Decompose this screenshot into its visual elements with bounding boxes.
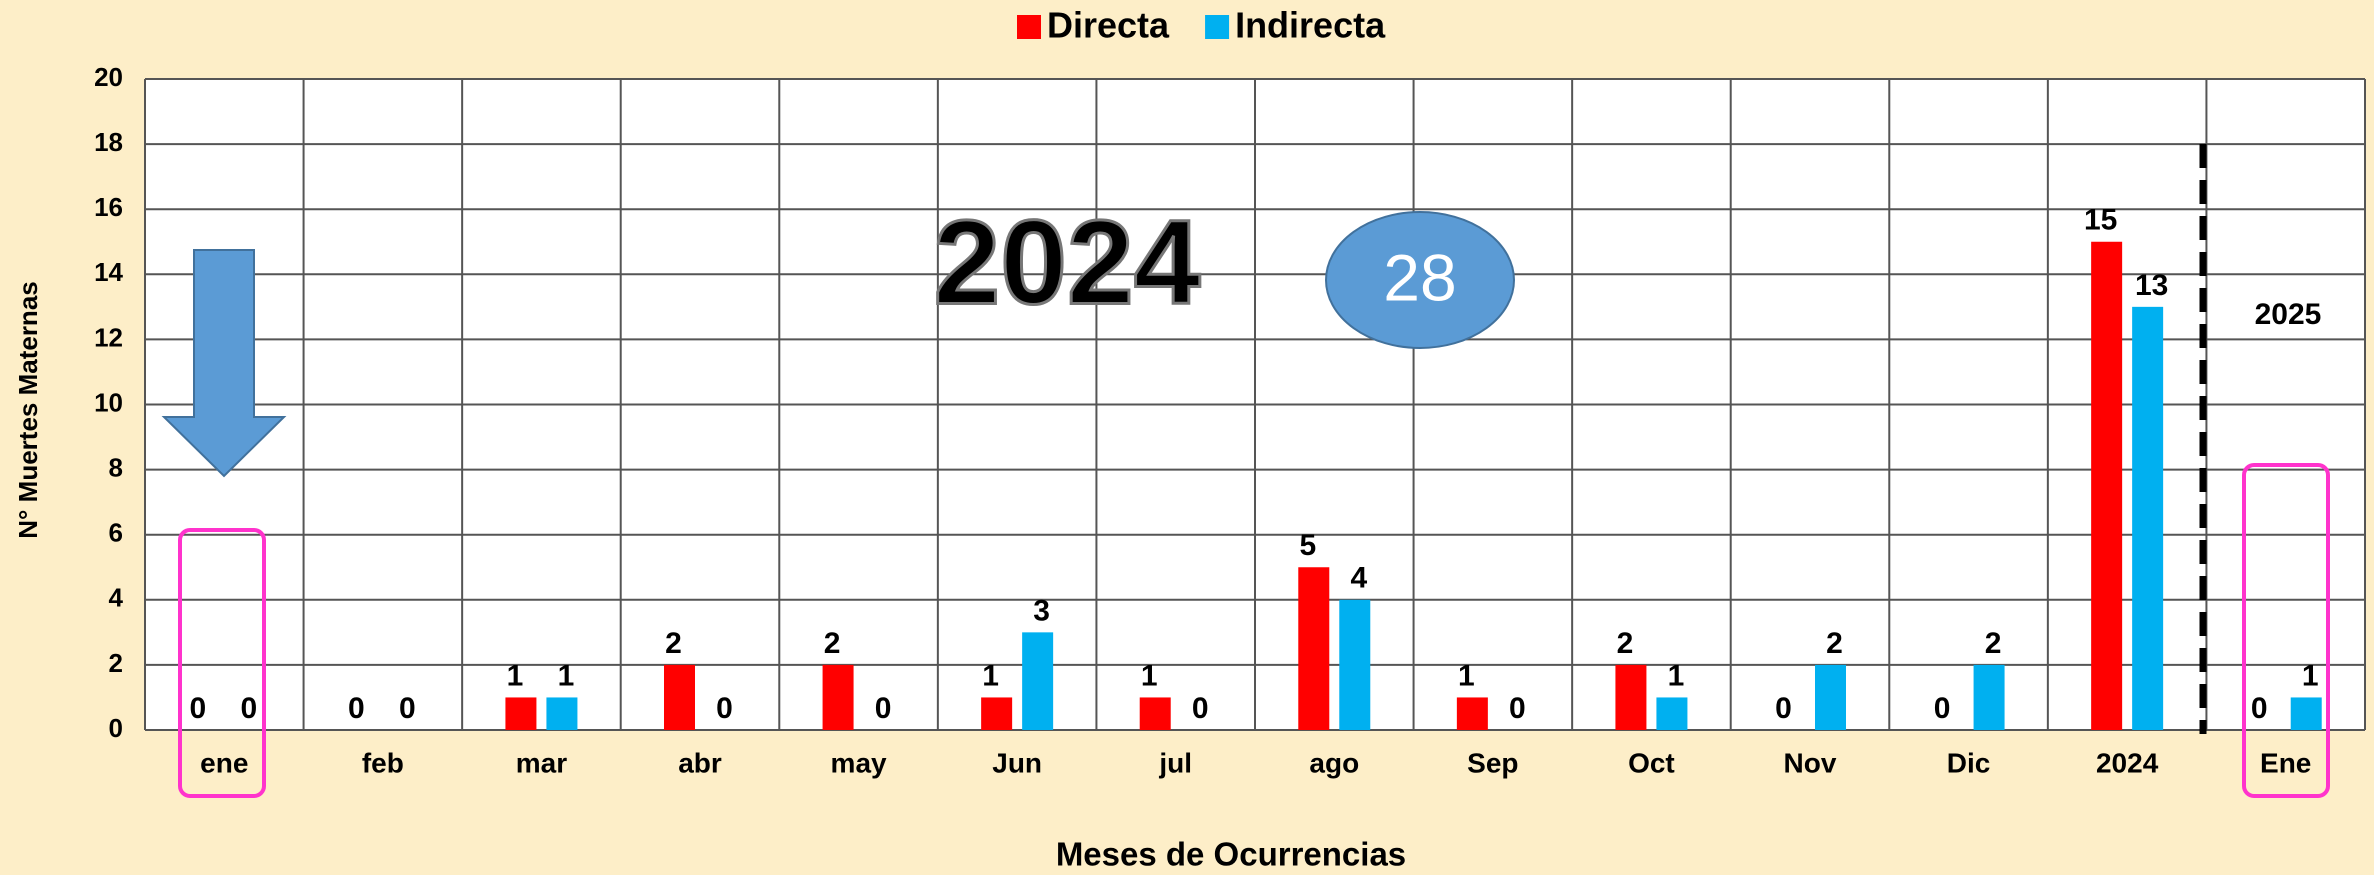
bar (1298, 567, 1330, 730)
x-tick-label: Ene (2260, 747, 2311, 778)
bar (2132, 306, 2164, 730)
value-label: 1 (982, 659, 999, 692)
x-tick-label: Dic (1947, 747, 1991, 778)
legend-label: Directa (1047, 5, 1170, 46)
value-label: 3 (1033, 594, 1050, 627)
bar (1456, 697, 1488, 730)
x-tick-label: Jun (992, 747, 1042, 778)
highlight-box (178, 528, 266, 798)
value-label: 0 (399, 692, 416, 725)
bar (546, 697, 578, 730)
value-label: 15 (2084, 204, 2117, 237)
arrow (161, 249, 287, 478)
value-label: 2 (1826, 627, 1843, 660)
bar (1973, 664, 2005, 730)
x-tick-label: jul (1158, 747, 1192, 778)
bar (1815, 664, 1846, 730)
x-tick-label: ene (200, 747, 248, 778)
value-label: 0 (1934, 692, 1951, 725)
value-label: 0 (189, 692, 206, 725)
year-2025-annotation: 2025 (2255, 298, 2322, 331)
legend-swatch (1017, 15, 1041, 39)
y-tick-label: 20 (94, 62, 123, 92)
value-label: 0 (875, 692, 892, 725)
value-label: 4 (1350, 562, 1367, 595)
y-tick-label: 18 (94, 127, 123, 157)
year-annotation: 2024 (934, 196, 1201, 330)
y-tick-label: 10 (94, 387, 123, 417)
bar (822, 664, 854, 730)
bar (505, 697, 537, 730)
bar (2091, 241, 2123, 730)
value-label: 1 (1668, 659, 1685, 692)
x-tick-label: ago (1309, 747, 1359, 778)
x-tick-label: may (831, 747, 887, 778)
bar (664, 664, 695, 730)
y-tick-label: 14 (94, 257, 123, 287)
y-tick-label: 0 (109, 713, 123, 743)
value-label: 0 (348, 692, 365, 725)
bar (981, 697, 1013, 730)
value-label: 0 (1775, 692, 1792, 725)
y-axis-label: N° Muertes Maternas (13, 281, 43, 538)
bar (1139, 697, 1171, 730)
x-tick-label: abr (678, 747, 722, 778)
y-tick-label: 12 (94, 322, 123, 352)
y-tick-label: 2 (109, 648, 123, 678)
value-label: 13 (2135, 269, 2168, 302)
x-tick-label: 2024 (2096, 747, 2159, 778)
grid (144, 78, 2366, 731)
value-label: 2 (1985, 627, 2002, 660)
value-label: 1 (1458, 659, 1475, 692)
bar (1022, 632, 1054, 730)
value-label: 0 (716, 692, 733, 725)
x-axis-label: Meses de Ocurrencias (1056, 836, 1406, 873)
value-label: 0 (1509, 692, 1526, 725)
bar (1615, 664, 1647, 730)
bars (505, 241, 2322, 730)
bar (1339, 599, 1371, 730)
highlight-box (2242, 463, 2330, 798)
x-tick-label: mar (516, 747, 567, 778)
value-label: 2 (1617, 627, 1634, 660)
value-label: 2 (824, 627, 841, 660)
x-tick-label: Sep (1467, 747, 1518, 778)
x-tick-label: Oct (1628, 747, 1675, 778)
bar (1656, 697, 1688, 730)
x-tick-label: feb (362, 747, 404, 778)
x-tick-label: Nov (1784, 747, 1837, 778)
legend: Directa Indirecta (1017, 5, 1386, 46)
y-tick-label: 16 (94, 192, 123, 222)
value-label: 1 (558, 659, 575, 692)
total-annotation: 28 (1383, 240, 1456, 314)
value-label: 5 (1299, 529, 1316, 562)
bar (2290, 697, 2322, 730)
value-label: 0 (1192, 692, 1209, 725)
value-label: 0 (240, 692, 257, 725)
legend-label: Indirecta (1235, 5, 1386, 46)
value-label: 0 (2251, 692, 2268, 725)
legend-swatch (1205, 15, 1230, 39)
value-label: 2 (665, 627, 682, 660)
y-tick-label: 4 (109, 583, 124, 613)
total-bubble (1325, 211, 1515, 349)
y-tick-label: 6 (109, 518, 123, 548)
value-label: 1 (1141, 659, 1158, 692)
value-label: 1 (2302, 659, 2319, 692)
y-tick-label: 8 (109, 452, 123, 482)
value-label: 1 (507, 659, 524, 692)
